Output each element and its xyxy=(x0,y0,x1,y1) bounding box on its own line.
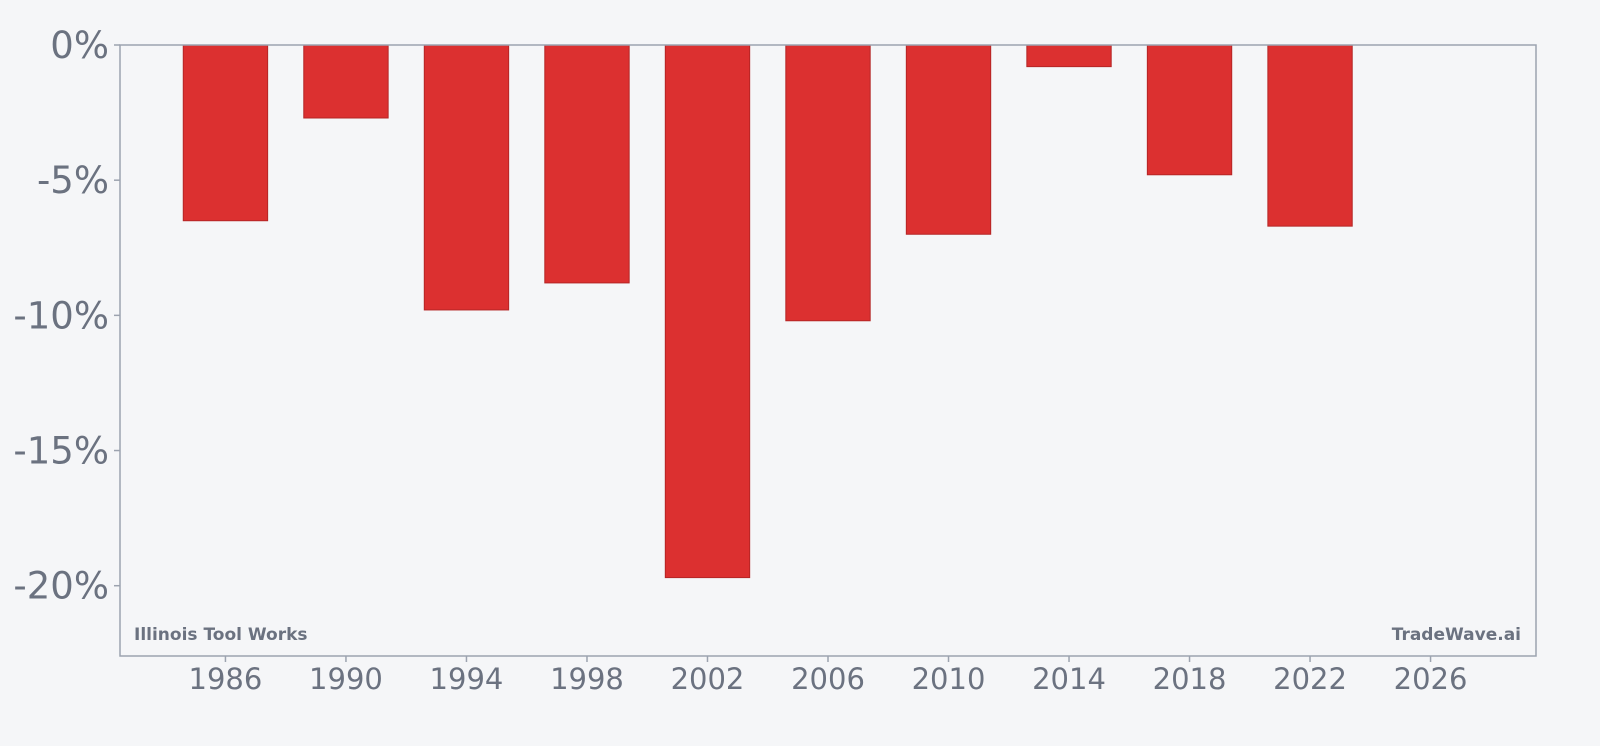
bar-2010 xyxy=(905,44,992,235)
x-tick-label-1994: 1994 xyxy=(430,662,504,696)
bar-1994 xyxy=(423,44,510,311)
bar-2006 xyxy=(785,44,871,322)
x-tick-label-2014: 2014 xyxy=(1032,662,1106,696)
y-tick-label-3: -15% xyxy=(13,430,109,473)
x-tick-label-1990: 1990 xyxy=(309,662,383,696)
x-tick-label-2010: 2010 xyxy=(912,662,986,696)
x-tick-label-2018: 2018 xyxy=(1153,662,1227,696)
watermark-right: TradeWave.ai xyxy=(1392,625,1521,645)
bars-group xyxy=(182,44,1353,579)
bar-2002 xyxy=(664,44,751,579)
x-tick-label-1998: 1998 xyxy=(550,662,624,696)
x-tick-label-1986: 1986 xyxy=(189,662,263,696)
plot-frame xyxy=(119,44,1537,657)
bar-2018 xyxy=(1146,44,1233,176)
x-tick-label-2002: 2002 xyxy=(671,662,745,696)
y-axis: 0% -5% -10% -15% -20% xyxy=(13,24,120,608)
y-tick-label-4: -20% xyxy=(13,565,109,608)
bar-2014 xyxy=(1026,44,1112,68)
x-tick-label-2026: 2026 xyxy=(1394,662,1468,696)
bar-1998 xyxy=(544,44,630,284)
x-tick-label-2022: 2022 xyxy=(1273,662,1347,696)
y-tick-label-0: 0% xyxy=(50,24,109,67)
y-tick-label-1: -5% xyxy=(37,159,109,202)
bar-1990 xyxy=(303,44,389,119)
x-tick-label-2006: 2006 xyxy=(791,662,865,696)
x-axis: 1986 1990 1994 1998 2002 2006 2010 2014 2018 2022… xyxy=(189,656,1468,696)
y-tick-label-2: -10% xyxy=(13,294,109,337)
bar-2022 xyxy=(1267,44,1353,227)
bar-1986 xyxy=(182,44,269,222)
watermark-left: Illinois Tool Works xyxy=(134,625,308,645)
